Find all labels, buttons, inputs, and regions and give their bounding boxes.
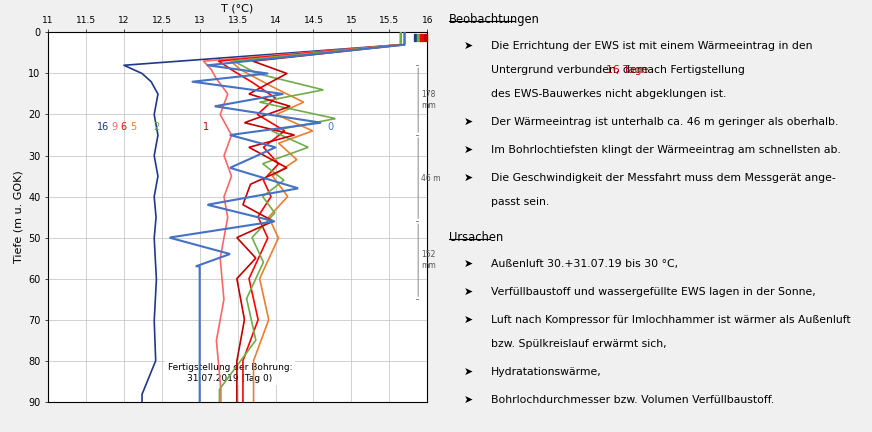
Text: Beobachtungen: Beobachtungen: [449, 13, 540, 26]
Text: Untergrund verbunden, der: Untergrund verbunden, der: [491, 65, 644, 75]
Bar: [417, 34, 419, 41]
Text: ➤: ➤: [464, 41, 473, 51]
Text: 1: 1: [202, 122, 208, 132]
Text: bzw. Spülkreislauf erwärmt sich,: bzw. Spülkreislauf erwärmt sich,: [491, 339, 666, 349]
Text: 16 Tage: 16 Tage: [606, 65, 649, 75]
Text: nach Fertigstellung: nach Fertigstellung: [637, 65, 746, 75]
Text: 152
mm: 152 mm: [421, 251, 436, 270]
Text: Die Geschwindigkeit der Messfahrt muss dem Messgerät ange-: Die Geschwindigkeit der Messfahrt muss d…: [491, 173, 835, 183]
Text: Der Wärmeeintrag ist unterhalb ca. 46 m geringer als oberhalb.: Der Wärmeeintrag ist unterhalb ca. 46 m …: [491, 117, 838, 127]
Text: Luft nach Kompressor für Imlochhammer ist wärmer als Außenluft: Luft nach Kompressor für Imlochhammer is…: [491, 315, 850, 325]
Text: ➤: ➤: [464, 287, 473, 297]
Text: ➤: ➤: [464, 367, 473, 377]
Text: ➤: ➤: [464, 395, 473, 405]
X-axis label: T (°C): T (°C): [221, 3, 254, 13]
Y-axis label: Tiefe (m u. GOK): Tiefe (m u. GOK): [14, 171, 24, 264]
Text: 178
mm: 178 mm: [421, 90, 436, 110]
Text: 2: 2: [153, 122, 160, 132]
Text: des EWS-Bauwerkes nicht abgeklungen ist.: des EWS-Bauwerkes nicht abgeklungen ist.: [491, 89, 726, 98]
Text: ➤: ➤: [464, 173, 473, 183]
Text: 5: 5: [131, 122, 137, 132]
Text: 16: 16: [97, 122, 109, 132]
Text: Verfüllbaustoff und wassergefüllte EWS lagen in der Sonne,: Verfüllbaustoff und wassergefüllte EWS l…: [491, 287, 815, 297]
Text: Bohrlochdurchmesser bzw. Volumen Verfüllbaustoff.: Bohrlochdurchmesser bzw. Volumen Verfüll…: [491, 395, 774, 405]
Text: ➤: ➤: [464, 259, 473, 269]
Text: passt sein.: passt sein.: [491, 197, 549, 206]
Text: ➤: ➤: [464, 117, 473, 127]
Text: 46 m: 46 m: [421, 174, 440, 183]
Text: 0: 0: [327, 122, 333, 132]
Text: Die Errichtung der EWS ist mit einem Wärmeeintrag in den: Die Errichtung der EWS ist mit einem Wär…: [491, 41, 813, 51]
Text: Ursachen: Ursachen: [449, 231, 503, 244]
Text: ➤: ➤: [464, 145, 473, 155]
Text: Fertigstellung der Bohrung:
31.07.2019 (Tag 0): Fertigstellung der Bohrung: 31.07.2019 (…: [167, 363, 292, 383]
Text: 9: 9: [112, 122, 118, 132]
Text: 6: 6: [120, 122, 126, 132]
Text: ➤: ➤: [464, 315, 473, 325]
Text: Außenluft 30.+31.07.19 bis 30 °C,: Außenluft 30.+31.07.19 bis 30 °C,: [491, 259, 678, 269]
Text: Im Bohrlochtiefsten klingt der Wärmeeintrag am schnellsten ab.: Im Bohrlochtiefsten klingt der Wärmeeint…: [491, 145, 841, 155]
Bar: [420, 34, 423, 41]
Text: Hydratationswärme,: Hydratationswärme,: [491, 367, 602, 377]
Bar: [413, 34, 416, 41]
Bar: [424, 34, 426, 41]
